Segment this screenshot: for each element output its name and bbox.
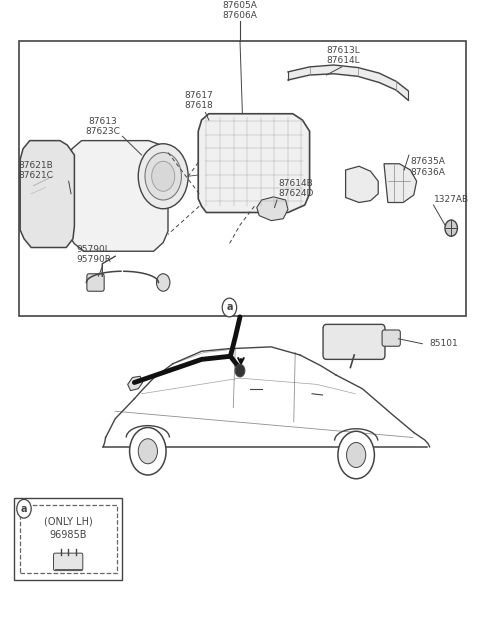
Text: 85101: 85101 xyxy=(430,339,458,348)
Text: 87605A
87606A: 87605A 87606A xyxy=(223,1,257,20)
Polygon shape xyxy=(198,114,310,212)
Circle shape xyxy=(222,298,237,317)
Circle shape xyxy=(145,152,181,200)
Polygon shape xyxy=(128,376,143,391)
FancyBboxPatch shape xyxy=(19,41,466,316)
Text: 87614B
87624D: 87614B 87624D xyxy=(278,179,314,198)
Circle shape xyxy=(138,144,188,209)
FancyBboxPatch shape xyxy=(54,553,83,571)
Text: a: a xyxy=(226,302,233,312)
FancyBboxPatch shape xyxy=(382,330,400,346)
Text: 87613
87623C: 87613 87623C xyxy=(86,117,120,136)
Polygon shape xyxy=(257,197,288,221)
Text: 1327AB: 1327AB xyxy=(434,196,469,204)
Circle shape xyxy=(347,442,366,468)
FancyBboxPatch shape xyxy=(87,274,104,291)
Polygon shape xyxy=(346,166,378,202)
Text: 96985B: 96985B xyxy=(49,530,87,540)
Text: a: a xyxy=(21,504,27,514)
Circle shape xyxy=(17,499,31,518)
Polygon shape xyxy=(384,164,417,202)
FancyBboxPatch shape xyxy=(323,324,385,359)
Circle shape xyxy=(152,161,175,191)
Text: 87613L
87614L: 87613L 87614L xyxy=(326,46,360,65)
FancyBboxPatch shape xyxy=(20,505,117,572)
Text: 87617
87618: 87617 87618 xyxy=(185,91,214,110)
Text: 87621B
87621C: 87621B 87621C xyxy=(19,161,53,180)
Circle shape xyxy=(138,439,157,464)
Polygon shape xyxy=(20,141,74,248)
Text: 95790L
95790R: 95790L 95790R xyxy=(76,245,111,264)
FancyBboxPatch shape xyxy=(14,498,122,580)
Circle shape xyxy=(156,274,170,291)
Circle shape xyxy=(235,364,245,377)
Circle shape xyxy=(338,431,374,479)
Circle shape xyxy=(445,220,457,236)
Text: 87635A
87636A: 87635A 87636A xyxy=(410,158,445,177)
Circle shape xyxy=(130,428,166,475)
Polygon shape xyxy=(68,141,168,251)
Text: (ONLY LH): (ONLY LH) xyxy=(44,516,93,526)
